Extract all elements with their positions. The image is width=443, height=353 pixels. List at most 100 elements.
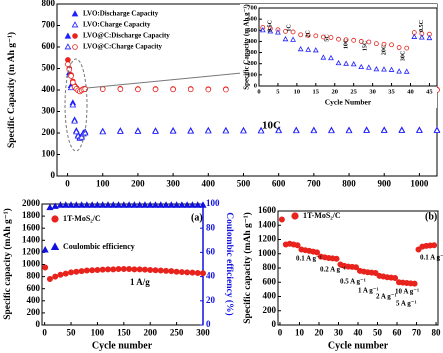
x-tick-label: 50	[67, 328, 77, 338]
y-tick-label: 100	[247, 71, 257, 78]
marker	[115, 266, 122, 273]
marker	[117, 127, 124, 134]
y2-tick-label: 60	[206, 246, 216, 256]
marker	[335, 59, 342, 66]
x-tick-label: 25	[350, 89, 357, 96]
marker	[415, 246, 422, 253]
marker	[183, 201, 191, 208]
marker	[381, 66, 387, 72]
x-tick-label: 20	[314, 328, 324, 338]
highlight-ellipse	[64, 58, 88, 152]
x-tick-label: 5	[276, 89, 280, 96]
marker	[126, 266, 133, 273]
marker	[89, 267, 96, 274]
x-tick-label: 200	[143, 328, 157, 338]
y-tick-label: 800	[42, 0, 56, 8]
marker	[73, 268, 80, 275]
marker	[305, 32, 311, 38]
marker	[312, 47, 319, 53]
marker	[62, 270, 69, 277]
legend-label: 1T-MoS₂/C	[63, 214, 101, 223]
marker	[257, 127, 265, 134]
marker	[130, 201, 138, 208]
x-tick-label: 800	[342, 179, 356, 189]
marker	[305, 46, 312, 52]
inset-chart: 0 5 10 15 20 25 30 35 40 45 0 100 200 300 400 500 600 700…	[243, 4, 438, 107]
pointer-arrow	[86, 71, 253, 89]
annotation: 5 A g⁻¹	[396, 300, 417, 308]
y-tick-label: 300	[247, 49, 257, 56]
marker	[94, 266, 101, 273]
y-axis-label: Specific Capacity (m Ah g⁻¹)	[6, 32, 17, 148]
marker	[336, 36, 341, 42]
x-tick-label: 100	[96, 179, 110, 189]
marker	[120, 266, 127, 273]
marker	[188, 201, 196, 208]
y2-axis-label: Coulombic efficiency (%)	[224, 212, 235, 315]
annotation: (b)	[425, 211, 437, 222]
y-tick-label: 0	[254, 82, 257, 89]
marker	[72, 201, 80, 208]
marker	[343, 60, 349, 66]
marker	[392, 274, 399, 281]
marker	[411, 280, 418, 287]
y-tick-label: 400	[42, 84, 56, 94]
y-tick-label: 200	[247, 60, 257, 67]
y-tick-label: 100	[42, 149, 56, 159]
marker	[240, 127, 247, 134]
x-tick-label: 500	[237, 179, 251, 189]
marker	[374, 41, 379, 47]
marker	[69, 101, 77, 108]
marker	[120, 201, 128, 208]
marker	[297, 45, 304, 52]
marker	[372, 269, 379, 276]
y-tick-label: 200	[27, 307, 41, 317]
marker	[67, 201, 75, 208]
legend-label: LVO:Discharge Capacity	[83, 10, 159, 18]
marker	[151, 201, 160, 208]
x-tick-label: 250	[170, 328, 184, 338]
annotation: 0.1 A g⁻¹	[420, 254, 443, 262]
marker	[136, 266, 143, 273]
marker	[65, 61, 71, 67]
marker	[104, 266, 111, 273]
marker	[275, 29, 281, 35]
x-tick-label: 700	[307, 179, 321, 189]
marker	[396, 68, 403, 74]
rate-label: 20C	[381, 45, 387, 55]
marker	[135, 86, 141, 93]
x-tick-label: 0	[65, 179, 70, 189]
legend-label: Coulombic efficiency	[63, 242, 135, 251]
marker	[78, 268, 85, 275]
y-tick-label: 200	[263, 305, 277, 315]
marker	[350, 61, 357, 67]
y-tick-label: 600	[247, 16, 257, 23]
marker	[267, 28, 274, 34]
marker	[282, 35, 289, 42]
y-tick-label: 1600	[22, 222, 41, 232]
x-tick-label: 600	[272, 179, 286, 189]
marker	[275, 127, 282, 134]
y-tick-label: 0	[36, 319, 41, 329]
marker	[83, 267, 90, 274]
marker	[73, 128, 80, 135]
marker	[343, 37, 349, 43]
plot-frame	[258, 7, 438, 87]
marker	[51, 202, 59, 209]
marker	[152, 86, 159, 93]
legend-label: LVO:Charge Capacity	[83, 21, 151, 29]
marker	[433, 126, 441, 133]
marker	[411, 33, 418, 39]
marker	[110, 266, 117, 273]
x-tick-label: 20	[331, 89, 338, 96]
marker	[320, 34, 326, 40]
x-tick-label: 30	[369, 89, 376, 96]
annotation: 0.2 A g⁻¹	[320, 266, 346, 274]
x-tick-label: 45	[426, 89, 433, 96]
y-tick-label: 1000	[258, 248, 277, 258]
y2-tick-label: 0	[206, 319, 211, 329]
x-tick-label: 50	[373, 328, 383, 338]
marker	[328, 127, 335, 134]
marker	[99, 266, 106, 273]
